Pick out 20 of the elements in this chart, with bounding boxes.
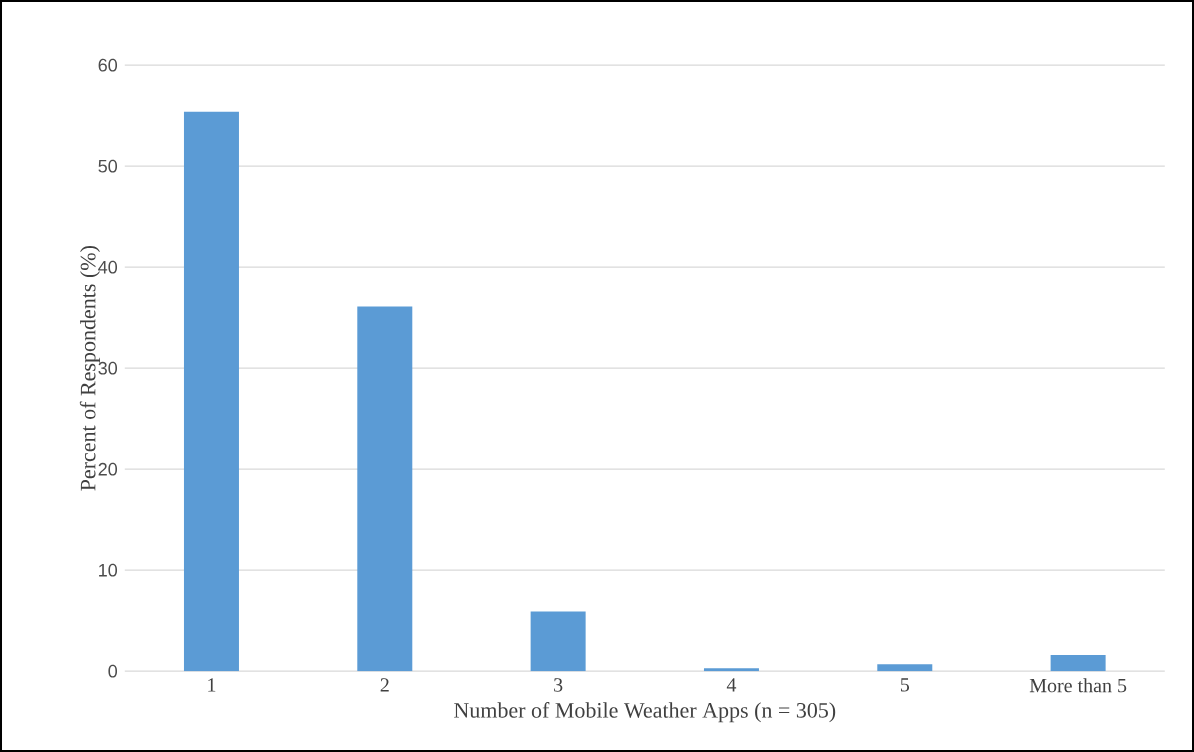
- y-tick-label: 10: [99, 563, 118, 577]
- bar: [357, 306, 413, 672]
- x-tick-label: 5: [900, 678, 910, 692]
- bar: [530, 611, 586, 672]
- x-tick-label: 4: [726, 678, 737, 692]
- x-tick-label: 1: [208, 678, 216, 692]
- x-tick-label: More than 5: [1029, 678, 1127, 693]
- y-tick-label: 20: [98, 462, 118, 476]
- y-tick-label: 60: [98, 58, 118, 72]
- bar: [1050, 655, 1106, 672]
- y-tick-label: 0: [108, 664, 118, 678]
- bar: [703, 668, 759, 672]
- x-tick-label: 3: [554, 678, 563, 692]
- x-axis-title: Number of Mobile Weather Apps (n = 305): [454, 702, 836, 723]
- y-tick-label: 50: [98, 159, 118, 173]
- y-tick-label: 30: [98, 361, 118, 375]
- x-tick-label: 2: [380, 678, 389, 692]
- bar: [183, 111, 239, 672]
- bar: [877, 664, 933, 672]
- y-tick-label: 40: [98, 260, 118, 274]
